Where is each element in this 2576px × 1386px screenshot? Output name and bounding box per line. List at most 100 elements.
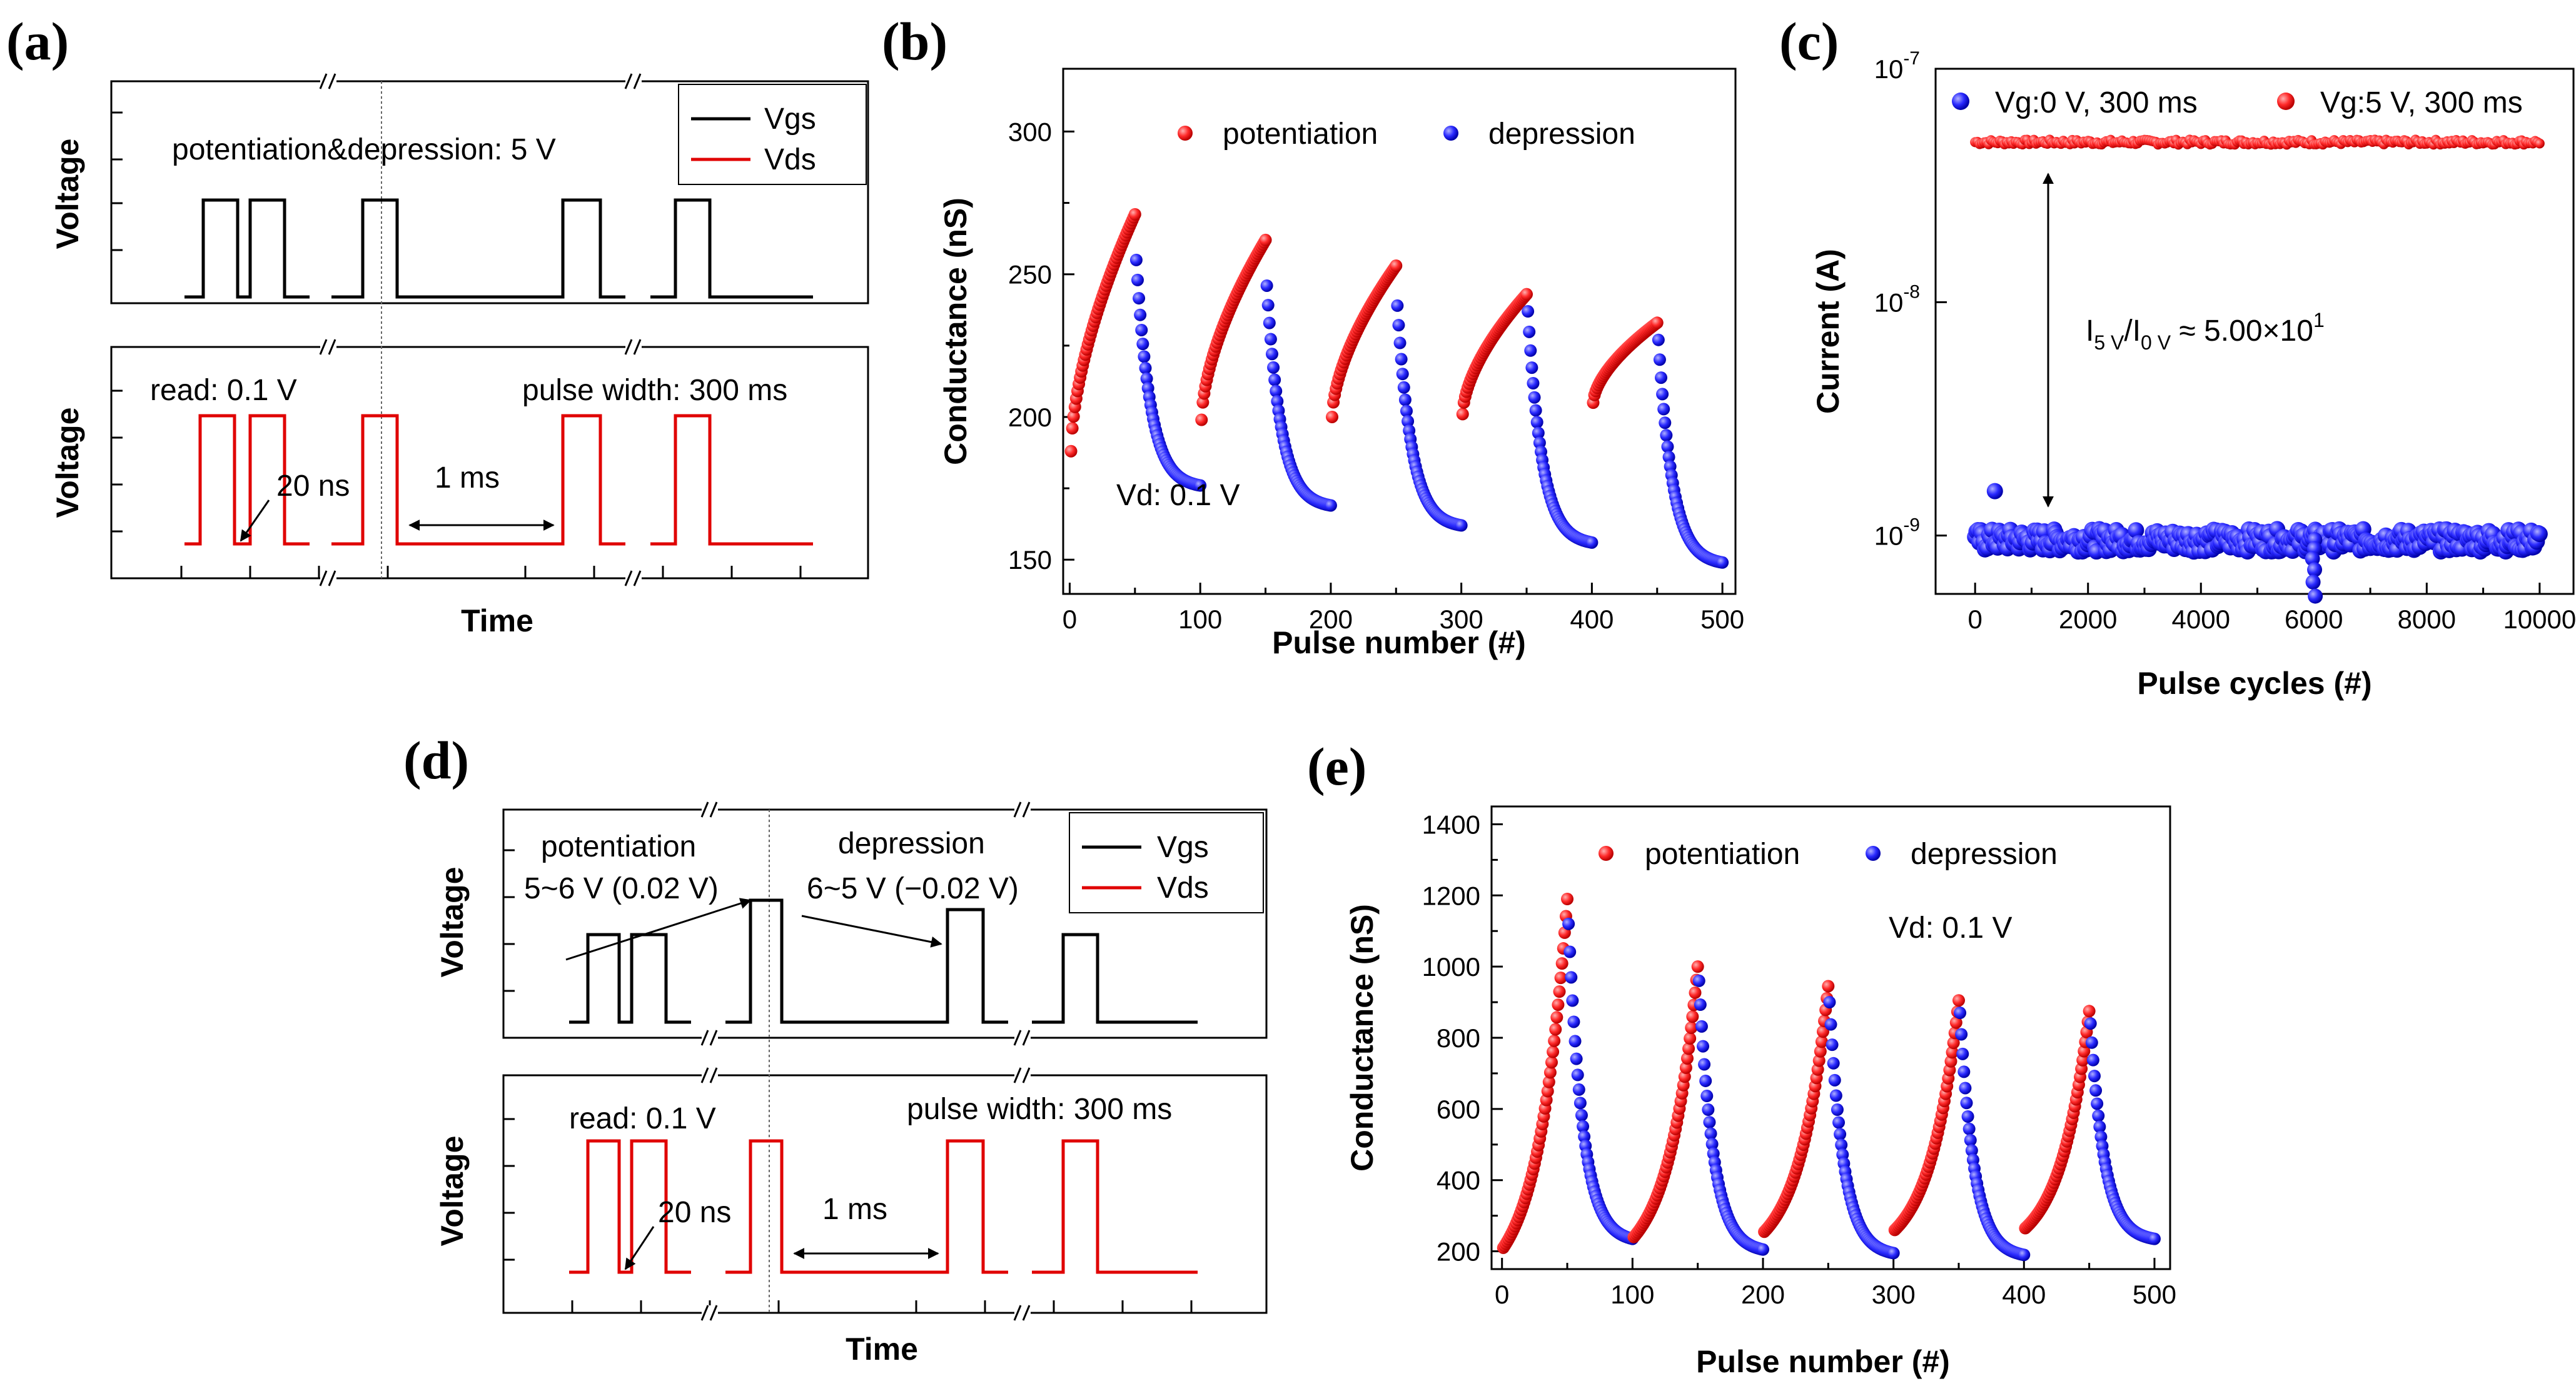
c-point-vg0-dip — [2307, 562, 2323, 578]
c-point-vg0-outlier — [1986, 483, 2003, 500]
e-point-depression — [1697, 1040, 1710, 1053]
b-point-potentiation — [1520, 288, 1533, 301]
b-xtick-label: 500 — [1700, 605, 1744, 634]
b-point-depression — [1659, 416, 1672, 429]
dep-arrow — [801, 915, 942, 948]
annotation-interval-d: 1 ms — [822, 1193, 887, 1226]
ylabel-c: Current (A) — [1811, 249, 1846, 414]
e-point-depression — [1575, 1108, 1588, 1122]
c-point-vg0-dip — [2308, 588, 2323, 604]
panel-a: (a) — [6, 11, 869, 638]
b-point-depression — [1653, 353, 1666, 366]
e-point-depression — [1572, 1083, 1585, 1096]
annotation-pot-title: potentiation — [541, 830, 696, 863]
e-point-depression — [2086, 1053, 2099, 1067]
panel-e-label: (e) — [1307, 736, 1366, 796]
e-ytick-label: 1400 — [1422, 810, 1480, 839]
legend-vds-d: Vds — [1157, 871, 1209, 905]
e-point-potentiation — [1553, 985, 1566, 998]
b-point-depression — [1524, 344, 1537, 357]
b-point-depression — [1324, 499, 1337, 512]
b-point-depression — [1455, 519, 1468, 532]
b-point-depression — [1527, 377, 1540, 390]
legend-vgs-a: Vgs — [764, 103, 816, 136]
e-point-depression — [1573, 1097, 1587, 1110]
e-point-depression — [1961, 1110, 1974, 1123]
legend-marker-depression-e — [1866, 846, 1881, 861]
annotation-vd-b: Vd: 0.1 V — [1116, 479, 1240, 512]
b-point-potentiation — [1326, 410, 1338, 423]
b-point-depression — [1392, 319, 1405, 332]
e-point-depression — [1757, 1243, 1769, 1256]
b-point-potentiation — [1064, 444, 1078, 458]
b-point-depression — [1661, 440, 1674, 453]
b-point-depression — [1585, 536, 1599, 549]
annotation-potentiation-depression: potentiation&depression: 5 V — [172, 133, 556, 166]
b-point-depression — [1271, 394, 1284, 408]
ratio-label: I5 V/I0 V ≈ 5.00×101 — [2086, 309, 2325, 354]
xlabel-a: Time — [461, 603, 533, 638]
e-point-potentiation — [1691, 960, 1704, 973]
e-point-depression — [1698, 1058, 1711, 1071]
e-point-potentiation — [1822, 980, 1835, 993]
e-point-depression — [1824, 1018, 1837, 1031]
e-point-depression — [1955, 1028, 1968, 1041]
b-point-potentiation — [1195, 413, 1208, 426]
c-ytick-label: 10-8 — [1874, 281, 1920, 317]
b-point-potentiation — [1128, 208, 1141, 221]
panel-d-label: (d) — [403, 730, 469, 790]
e-point-depression — [1827, 1057, 1840, 1070]
c-xtick-label: 8000 — [2398, 605, 2456, 634]
b-point-depression — [1655, 371, 1668, 384]
b-point-depression — [1133, 292, 1146, 305]
b-point-depression — [1660, 429, 1673, 442]
e-point-potentiation — [1545, 1056, 1558, 1069]
e-ytick-label: 400 — [1437, 1166, 1480, 1195]
e-point-potentiation — [1552, 998, 1565, 1012]
e-point-depression — [2094, 1130, 2108, 1143]
annotation-vd-e: Vd: 0.1 V — [1889, 911, 2012, 945]
b-point-depression — [1396, 368, 1409, 381]
b-point-depression — [1138, 350, 1151, 363]
e-point-depression — [1829, 1089, 1842, 1102]
e-point-potentiation — [1561, 893, 1574, 905]
e-point-depression — [1964, 1133, 1977, 1147]
c-ytick-label: 10-9 — [1874, 515, 1920, 551]
annotation-dep-title: depression — [838, 827, 985, 860]
panel-c-label: (c) — [1779, 11, 1839, 71]
b-xtick-label: 0 — [1063, 605, 1077, 634]
e-point-potentiation — [1547, 1045, 1560, 1058]
legend-marker-vg5 — [2277, 93, 2295, 110]
e-point-potentiation — [1684, 1032, 1697, 1045]
e-point-depression — [1703, 1116, 1716, 1129]
panel-b-plot-area — [1062, 68, 1737, 595]
b-point-depression — [1522, 305, 1535, 318]
c-xtick-label: 10000 — [2503, 605, 2576, 634]
e-point-depression — [1887, 1247, 1900, 1260]
e-point-potentiation — [1815, 1035, 1828, 1048]
b-ytick-label: 150 — [1008, 545, 1052, 575]
b-ytick-label: 250 — [1008, 260, 1052, 289]
e-point-depression — [2084, 1017, 2097, 1030]
e-point-depression — [1577, 1120, 1590, 1133]
b-point-depression — [1530, 416, 1543, 429]
b-point-depression — [1391, 299, 1404, 312]
annotation-pulse-width: pulse width: 300 ms — [522, 374, 787, 407]
e-point-depression — [1965, 1144, 1978, 1157]
e-point-depression — [1562, 917, 1575, 930]
b-point-depression — [1716, 556, 1729, 569]
panel-a-label: (a) — [6, 11, 69, 71]
e-point-depression — [1694, 998, 1707, 1012]
annotation-pot-range: 5~6 V (0.02 V) — [524, 872, 719, 905]
ylabel-b: Conductance (nS) — [938, 198, 973, 465]
b-point-depression — [1264, 333, 1277, 346]
b-point-depression — [1532, 426, 1545, 439]
c-point-vg0-dip — [2305, 575, 2321, 590]
xlabel-d: Time — [846, 1332, 918, 1367]
legend-vg5: Vg:5 V, 300 ms — [2320, 86, 2523, 119]
c-ytick-label: 10-7 — [1874, 48, 1920, 84]
b-point-depression — [1395, 353, 1408, 366]
e-point-depression — [2148, 1232, 2161, 1245]
legend-marker-potentiation-e — [1599, 846, 1614, 861]
ylabel-a-top: Voltage — [50, 139, 85, 249]
